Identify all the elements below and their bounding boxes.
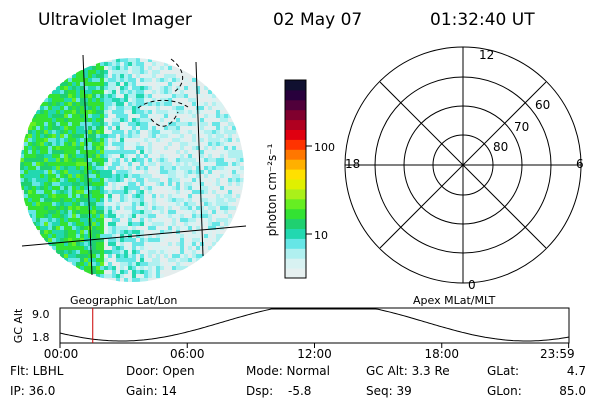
polar-label-mlt-0: 0 (468, 278, 476, 292)
polar-label-lat-80: 80 (493, 140, 508, 154)
status-seq: Seq: 39 (366, 384, 412, 398)
colorbar-step (285, 268, 306, 279)
status-door: Door: Open (126, 364, 195, 378)
timeline-left-label: Geographic Lat/Lon (70, 294, 177, 307)
polar-label-lat-70: 70 (514, 120, 529, 134)
status-mode: Mode: Normal (246, 364, 330, 378)
status-glon-label: GLon: (487, 384, 522, 398)
altitude-curve (59, 308, 570, 342)
timeline-xtick-label: 00:00 (44, 347, 79, 361)
dashed-contour-upper (170, 58, 184, 93)
timeline-ytick-high: 9.0 (32, 308, 50, 321)
colorbar-step (285, 149, 306, 160)
status-glon-value: 85.0 (559, 384, 586, 398)
colorbar-step (285, 188, 306, 200)
orbit-timeline: Geographic Lat/Lon Apex MLat/MLT GC Alt … (12, 294, 575, 361)
colorbar-step (285, 99, 306, 111)
observation-time: 01:32:40 UT (430, 10, 535, 30)
status-block: Flt: LBHL IP: 36.0 Door: Open Gain: 14 M… (10, 364, 586, 398)
colorbar-steps (285, 80, 306, 279)
colorbar-step (285, 258, 306, 269)
colorbar-step (285, 139, 306, 150)
polar-label-mlt-6: 6 (576, 157, 584, 171)
colorbar-step (285, 169, 306, 180)
uv-earth-image (20, 54, 247, 282)
instrument-title: Ultraviolet Imager (38, 10, 192, 30)
colorbar-label-10: 10 (314, 229, 328, 242)
timeline-right-label: Apex MLat/MLT (413, 294, 496, 307)
colorbar-step (285, 198, 306, 210)
timeline-frame (59, 307, 570, 344)
colorbar-step (285, 129, 306, 140)
longitude-line-right (195, 61, 204, 257)
observation-date: 02 May 07 (273, 10, 362, 30)
colorbar-label-100: 100 (314, 141, 335, 154)
colorbar-step (285, 228, 306, 239)
timeline-xtick-label: 18:00 (424, 347, 459, 361)
polar-label-mlt-18: 18 (345, 157, 360, 171)
timeline-xtick-label: 12:00 (297, 347, 332, 361)
dashed-contour-oval (137, 99, 189, 127)
status-gain: Gain: 14 (126, 384, 177, 398)
colorbar-step (285, 179, 306, 190)
colorbar-unit-label: photon cm⁻²s⁻¹ (265, 143, 279, 236)
polar-label-lat-60: 60 (535, 98, 550, 112)
timeline-xtick-label: 23:59 (540, 347, 575, 361)
colorbar-step (285, 238, 306, 249)
status-glat-label: GLat: (487, 364, 519, 378)
status-ip: IP: 36.0 (10, 384, 55, 398)
timeline-axis-label: GC Alt (12, 308, 25, 343)
polar-diagonal-b (379, 81, 547, 249)
status-glat-value: 4.7 (567, 364, 586, 378)
status-filter: Flt: LBHL (10, 364, 64, 378)
status-dsp-value: -5.8 (288, 384, 311, 398)
timeline-ytick-low: 1.8 (32, 331, 50, 344)
polar-grid (344, 46, 582, 284)
longitude-line-left (82, 54, 93, 276)
colorbar-step (285, 208, 306, 220)
status-dsp-label: Dsp: (246, 384, 273, 398)
colorbar-step (285, 109, 306, 121)
colorbar-step (285, 218, 306, 229)
colorbar-step (285, 89, 306, 101)
latitude-line (21, 225, 247, 247)
status-gc-alt: GC Alt: 3.3 Re (366, 364, 450, 378)
timeline-xticks: 00:00 06:00 12:00 18:00 23:59 (44, 343, 575, 361)
colorbar: 100 10 photon cm⁻²s⁻¹ (265, 79, 335, 279)
colorbar-frame (284, 79, 307, 279)
colorbar-step (285, 248, 306, 259)
timeline-xtick-label: 06:00 (170, 347, 205, 361)
polar-label-mlt-12: 12 (479, 48, 494, 62)
colorbar-step (285, 159, 306, 170)
disk-pixels (20, 58, 244, 282)
colorbar-step (285, 119, 306, 130)
colorbar-step (285, 80, 306, 91)
